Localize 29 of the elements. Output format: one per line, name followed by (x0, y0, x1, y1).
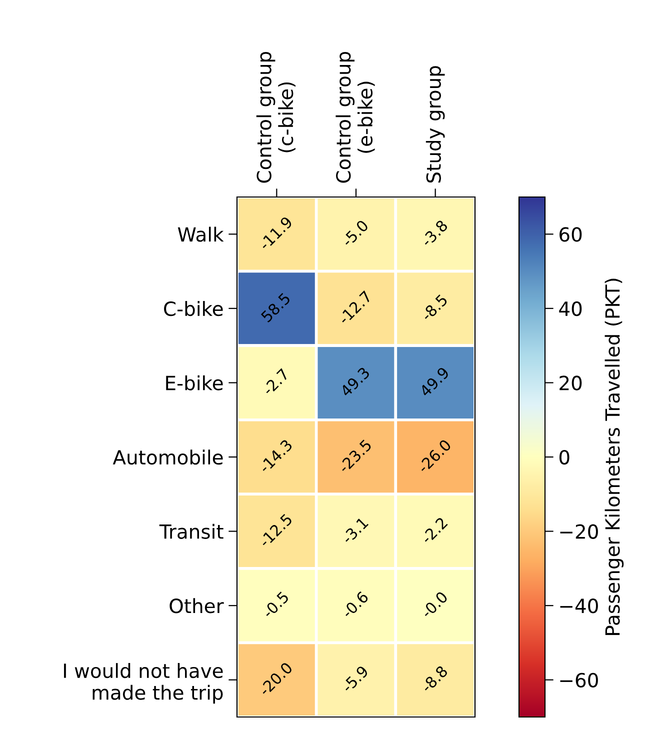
data-label: -2.7 (262, 368, 290, 396)
data-label: -0.6 (340, 590, 369, 619)
y-tick-label: C-bike (164, 301, 223, 316)
y-tick-label: Transit (159, 524, 224, 539)
color-bar-label: 40 (559, 301, 582, 316)
data-label: -5.9 (340, 665, 369, 693)
data-label: -3.1 (340, 516, 369, 544)
x-tick-label: Study group (426, 66, 445, 183)
y-tick-label: I would not have made the trip (64, 663, 223, 704)
y-tick-label: Walk (178, 226, 224, 242)
x-tick-label: Control group (e-bike) (336, 52, 375, 183)
data-label: -8.8 (420, 665, 448, 693)
data-label: -5.0 (340, 219, 369, 248)
y-tick-label: Other (170, 598, 224, 614)
y-tick-label: E-bike (166, 375, 223, 390)
data-label: -0.0 (420, 590, 448, 619)
data-label: -2.2 (420, 516, 448, 544)
color-bar-label: −40 (560, 598, 598, 614)
x-tick-label: Control group (c-bike) (256, 52, 296, 183)
color-bar-label: 20 (560, 376, 582, 390)
color-bar-title: Passenger Kilometers Travelled (PKT) (604, 278, 624, 635)
color-bar-label: 60 (560, 227, 582, 242)
y-tick-label: Automobile (112, 450, 223, 465)
color-bar-label: −20 (560, 524, 598, 539)
data-label: -8.5 (420, 294, 448, 322)
color-bar-label: −60 (560, 672, 598, 688)
color-bar-label: 0 (559, 450, 570, 465)
data-label: -0.5 (262, 590, 290, 619)
data-label: -3.8 (420, 219, 448, 248)
